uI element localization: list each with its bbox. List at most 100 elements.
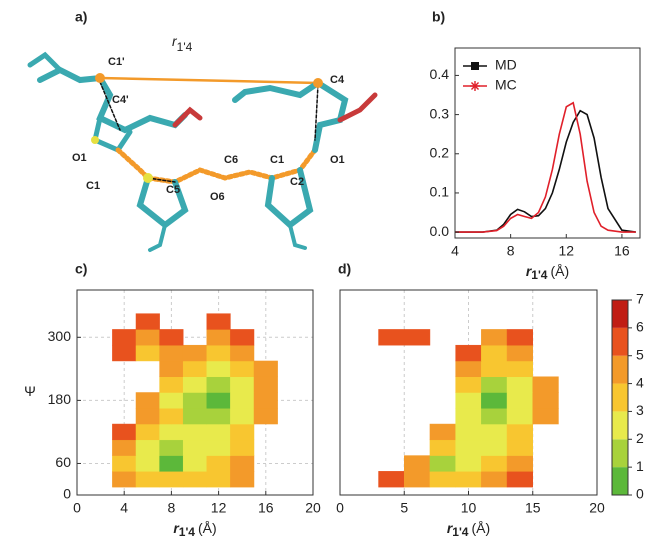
- contour-cell: [183, 408, 207, 424]
- contour-cell: [230, 440, 254, 456]
- contour-cell: [430, 424, 456, 440]
- colorbar-band: [612, 411, 628, 439]
- y-tick-label: 60: [55, 454, 71, 470]
- atom-label: C2: [290, 176, 304, 188]
- contour-cell: [254, 377, 278, 393]
- x-axis-label: r1'4(Å): [526, 263, 569, 282]
- contour-cell: [481, 345, 507, 361]
- atom-label: C4: [330, 74, 345, 86]
- contour-cell: [456, 345, 482, 361]
- distance-subscript: 1'4: [177, 40, 193, 54]
- atom-s: [143, 173, 153, 183]
- contour-cell: [404, 456, 430, 472]
- contour-cell: [481, 424, 507, 440]
- y-tick-label: 300: [48, 328, 72, 344]
- contour-cell: [481, 456, 507, 472]
- atom-c4: [313, 78, 323, 88]
- legend-label: MD: [495, 57, 517, 73]
- atom-label: C6: [224, 154, 238, 166]
- colorbar-tick-label: 6: [636, 319, 644, 335]
- contour-cell: [379, 471, 405, 487]
- contour-cell: [183, 361, 207, 377]
- contour-cell: [112, 440, 136, 456]
- x-tick-label: 0: [73, 500, 81, 516]
- contour-cell: [230, 424, 254, 440]
- contour-cell: [507, 440, 533, 456]
- contour-cell: [404, 329, 430, 345]
- contour-cell: [481, 440, 507, 456]
- x-label-unit: (Å): [471, 520, 490, 536]
- colorbar-band: [612, 356, 628, 384]
- contour-cells: [379, 329, 559, 487]
- contour-cell: [533, 377, 559, 393]
- y-tick-label: 0.1: [430, 184, 450, 200]
- atom-label: C5: [166, 184, 180, 196]
- contour-cell: [183, 377, 207, 393]
- contour-cell: [230, 329, 254, 345]
- contour-cell: [183, 424, 207, 440]
- colorbar-tick-label: 4: [636, 374, 644, 390]
- x-tick-label: 12: [558, 243, 574, 259]
- x-tick-label: 20: [589, 500, 605, 516]
- contour-cell: [136, 440, 160, 456]
- colorbar-band: [612, 300, 628, 328]
- data-line: [455, 111, 636, 232]
- colorbar-band: [612, 439, 628, 467]
- atom-label: O1: [330, 154, 345, 166]
- panel-label: b): [432, 9, 445, 25]
- contour-cell: [230, 471, 254, 487]
- x-tick-label: 10: [461, 500, 477, 516]
- y-axis-label: Ψ: [24, 383, 36, 399]
- contour-cell: [507, 456, 533, 472]
- atom-label: C4': [112, 94, 129, 106]
- ring-middle-arm: [150, 225, 165, 250]
- contour-cell: [112, 471, 136, 487]
- x-label-subscript: 1'4: [452, 525, 469, 539]
- data-line: [455, 103, 636, 232]
- x-label-subscript: 1'4: [531, 268, 548, 282]
- y-tick-label: 0: [63, 486, 71, 502]
- contour-cell: [456, 424, 482, 440]
- x-label-unit: (Å): [198, 520, 217, 536]
- distance-line: [100, 78, 318, 83]
- colorbar-band: [612, 384, 628, 412]
- contour-cell: [136, 408, 160, 424]
- contour-cell: [230, 361, 254, 377]
- ring-right-arm: [290, 225, 305, 248]
- y-tick-label: 0.0: [430, 223, 450, 239]
- atom-label: O6: [210, 191, 225, 203]
- page: { "molecule": { "panel_label": "a)", "at…: [0, 0, 654, 545]
- contour-cell: [207, 393, 231, 409]
- contour-cell: [481, 393, 507, 409]
- contour-cell: [207, 361, 231, 377]
- contour-cell: [183, 471, 207, 487]
- y-tick-label: 0.2: [430, 144, 450, 160]
- ring-top-right: [235, 83, 345, 150]
- colorbar-band: [612, 467, 628, 495]
- contour-cell: [207, 314, 231, 330]
- x-tick-label: 16: [258, 500, 274, 516]
- contour-cell: [430, 456, 456, 472]
- contour-cell: [160, 424, 184, 440]
- colorbar-tick-label: 2: [636, 430, 644, 446]
- contour-cell: [507, 393, 533, 409]
- x-tick-label: 0: [336, 500, 344, 516]
- atom-label: C1': [108, 56, 125, 68]
- contour-cell: [183, 345, 207, 361]
- y-tick-label: 180: [48, 391, 72, 407]
- contour-cell: [183, 440, 207, 456]
- legend-marker: [471, 62, 479, 70]
- contour-cell: [230, 408, 254, 424]
- contour-cell: [112, 345, 136, 361]
- contour-cell: [507, 408, 533, 424]
- contour-cell: [507, 471, 533, 487]
- contour-cell: [533, 408, 559, 424]
- plot-frame: [455, 48, 640, 238]
- contour-cell: [136, 424, 160, 440]
- panel-label: a): [75, 9, 87, 25]
- colorbar-tick-label: 0: [636, 486, 644, 502]
- contour-cell: [230, 345, 254, 361]
- x-tick-label: 8: [168, 500, 176, 516]
- legend-label: MC: [495, 77, 517, 93]
- contour-cell: [456, 377, 482, 393]
